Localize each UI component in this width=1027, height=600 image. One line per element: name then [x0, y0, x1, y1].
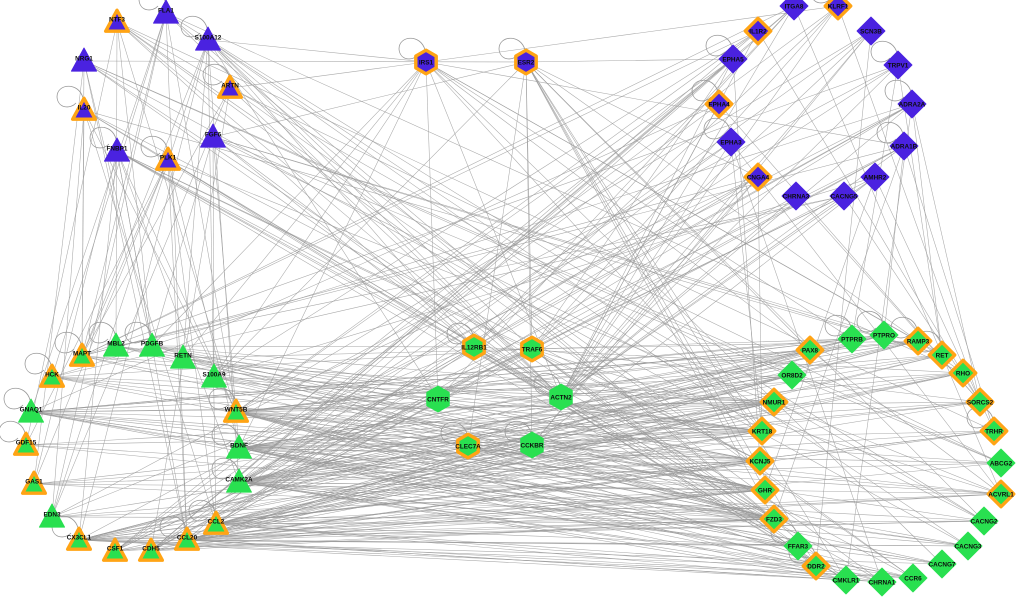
svg-text:RAMP3: RAMP3	[907, 339, 930, 346]
svg-text:NTF3: NTF3	[109, 17, 125, 24]
svg-text:RETN: RETN	[174, 353, 192, 360]
svg-text:NMUR1: NMUR1	[763, 400, 786, 407]
svg-text:IL20: IL20	[78, 105, 91, 112]
svg-text:MAPT: MAPT	[73, 351, 91, 358]
svg-text:GDF15: GDF15	[16, 440, 37, 447]
svg-text:GNAQ1: GNAQ1	[20, 407, 43, 414]
svg-text:IL1R2: IL1R2	[749, 29, 767, 36]
svg-text:CHRNA3: CHRNA3	[783, 194, 810, 201]
svg-text:CSF1: CSF1	[107, 546, 124, 553]
svg-text:TRAF6: TRAF6	[522, 347, 543, 354]
svg-text:EPHA3: EPHA3	[720, 140, 742, 147]
svg-text:ITGA8: ITGA8	[785, 4, 804, 11]
svg-text:BDNF: BDNF	[230, 443, 248, 450]
svg-text:CLEC7A: CLEC7A	[455, 444, 481, 451]
svg-text:ADRA1B: ADRA1B	[891, 144, 918, 151]
svg-text:ACVRL1: ACVRL1	[988, 492, 1014, 499]
svg-text:CACNG7: CACNG7	[929, 562, 956, 569]
svg-text:CCL2: CCL2	[208, 519, 225, 526]
svg-text:CCL20: CCL20	[177, 535, 198, 542]
svg-text:GHR: GHR	[758, 488, 773, 495]
svg-text:NRG1: NRG1	[75, 56, 93, 63]
svg-text:IRS1: IRS1	[419, 60, 434, 67]
svg-text:CACNG5: CACNG5	[831, 194, 858, 201]
svg-text:RET: RET	[936, 353, 949, 360]
svg-text:MBL2: MBL2	[107, 341, 125, 348]
svg-text:CNTFR: CNTFR	[427, 397, 449, 404]
svg-text:CHRNA1: CHRNA1	[869, 580, 896, 587]
svg-text:TRHR: TRHR	[985, 429, 1003, 436]
svg-text:KLRF1: KLRF1	[828, 4, 849, 11]
svg-text:CACNG3: CACNG3	[955, 544, 982, 551]
svg-text:CACNG2: CACNG2	[971, 519, 998, 526]
svg-text:HCK: HCK	[45, 372, 59, 379]
svg-text:EPHA5: EPHA5	[722, 57, 744, 64]
svg-text:S100A12: S100A12	[195, 35, 222, 42]
svg-text:GAS1: GAS1	[25, 479, 43, 486]
svg-text:DDR2: DDR2	[807, 564, 825, 571]
svg-text:SCN3B: SCN3B	[860, 29, 882, 36]
svg-text:ABCG2: ABCG2	[990, 461, 1013, 468]
svg-text:S100A9: S100A9	[202, 372, 226, 379]
svg-text:WNT5B: WNT5B	[225, 407, 248, 414]
svg-text:PDGFB: PDGFB	[141, 341, 164, 348]
svg-text:CAMK2A: CAMK2A	[225, 477, 253, 484]
svg-text:PLK1: PLK1	[160, 155, 177, 162]
svg-text:OR8D2: OR8D2	[781, 373, 803, 380]
svg-text:CCR6: CCR6	[904, 576, 922, 583]
svg-text:FZD3: FZD3	[766, 517, 782, 524]
svg-text:KCNJ5: KCNJ5	[750, 459, 771, 466]
svg-text:PTPRO: PTPRO	[873, 333, 895, 340]
svg-text:CNGA4: CNGA4	[747, 175, 770, 182]
svg-text:ARTN: ARTN	[221, 83, 239, 90]
svg-text:IL12RB1: IL12RB1	[461, 345, 487, 352]
svg-text:AMHR2: AMHR2	[864, 175, 887, 182]
svg-text:ESR2: ESR2	[518, 60, 535, 67]
svg-text:CX3CL1: CX3CL1	[67, 535, 92, 542]
svg-text:FLA1: FLA1	[158, 8, 174, 15]
svg-text:TRPV1: TRPV1	[888, 63, 909, 70]
svg-text:KRT18: KRT18	[752, 429, 773, 436]
svg-text:FGF6: FGF6	[205, 132, 222, 139]
svg-text:CCKBR: CCKBR	[520, 443, 543, 450]
svg-text:SORCS2: SORCS2	[967, 400, 994, 407]
svg-text:FFAR3: FFAR3	[788, 544, 809, 551]
svg-text:ADRA2A: ADRA2A	[899, 102, 926, 109]
svg-text:PTPRB: PTPRB	[841, 337, 863, 344]
svg-text:ACTN2: ACTN2	[550, 395, 572, 402]
svg-text:CMKLR1: CMKLR1	[833, 578, 860, 585]
svg-text:PAX8: PAX8	[802, 348, 819, 355]
svg-text:EDN3: EDN3	[43, 512, 60, 519]
svg-text:EPHA4: EPHA4	[708, 102, 730, 109]
svg-text:FNBP1: FNBP1	[107, 146, 128, 153]
svg-text:RHO: RHO	[956, 371, 970, 378]
svg-text:CDH5: CDH5	[142, 546, 160, 553]
